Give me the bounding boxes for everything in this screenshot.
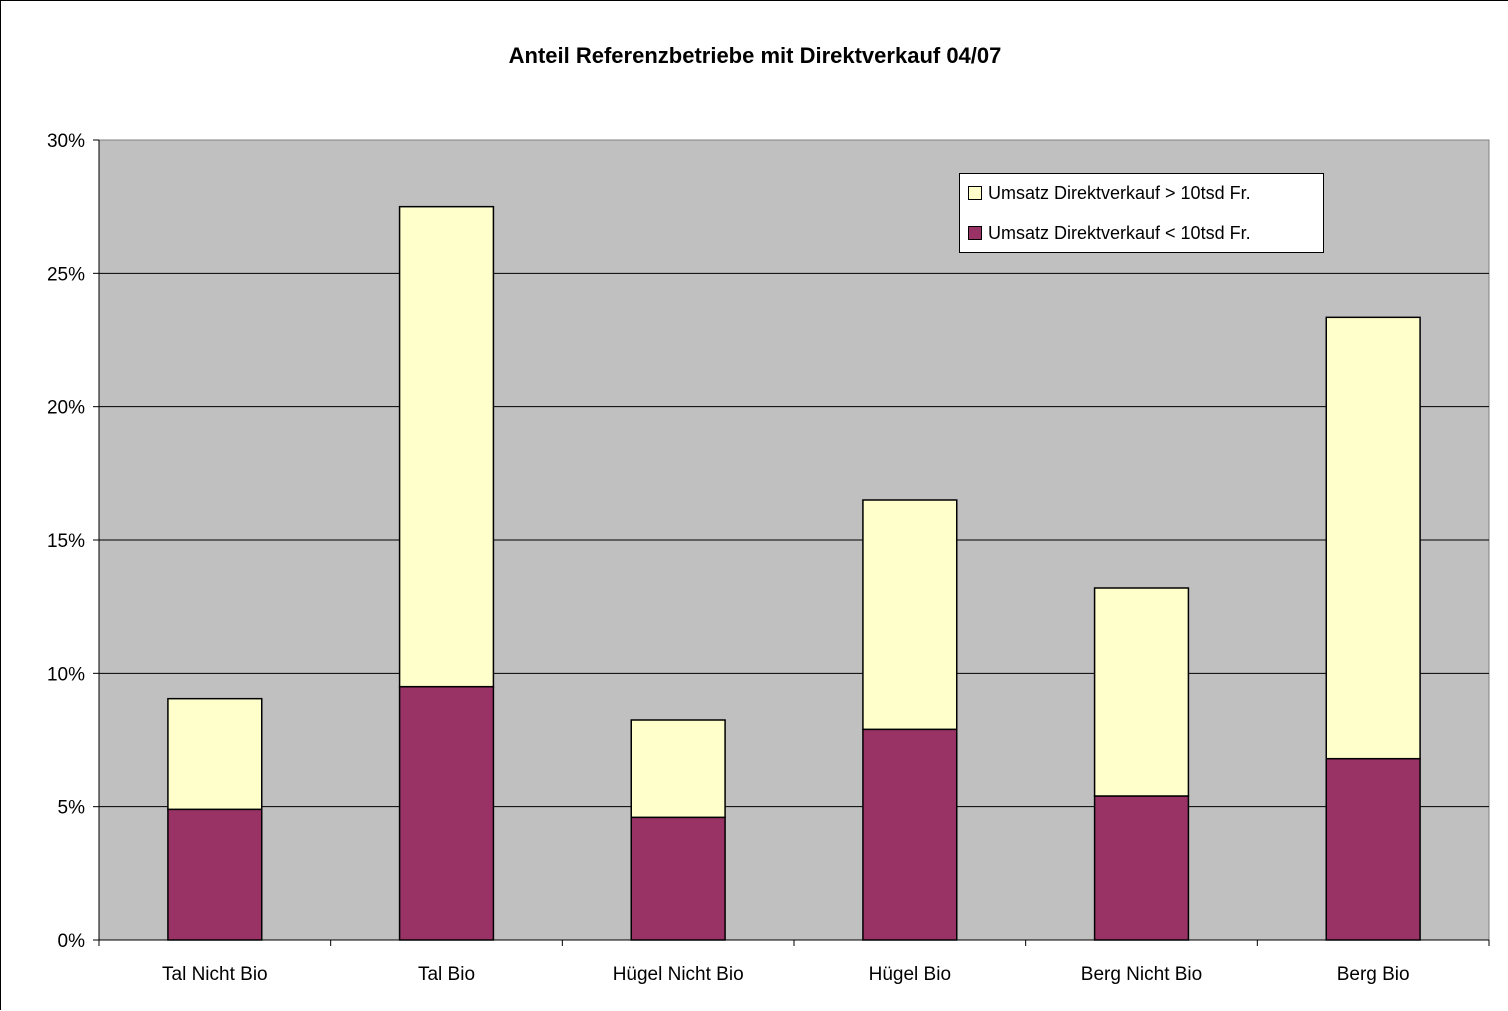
y-tick-label: 0% bbox=[58, 931, 86, 952]
legend-swatch-above bbox=[968, 186, 982, 201]
y-tick-label: 5% bbox=[58, 798, 86, 819]
y-tick-labels: 0% 5% 10% 15% 20% 25% 30% bbox=[47, 131, 85, 952]
bar-segment-above bbox=[862, 499, 958, 731]
y-tick-label: 25% bbox=[47, 264, 85, 285]
y-tick-label: 10% bbox=[47, 664, 85, 685]
bar-segment-above bbox=[167, 697, 263, 811]
y-tick-label: 20% bbox=[47, 398, 85, 419]
legend-item-below: Umsatz Direktverkauf < 10tsd Fr. bbox=[968, 222, 1251, 244]
bars bbox=[167, 205, 1421, 941]
x-tick-label: Berg Bio bbox=[1337, 964, 1410, 985]
bar-segment-below bbox=[167, 808, 263, 941]
bar-segment-above bbox=[398, 205, 495, 688]
bar-segment-above bbox=[630, 719, 726, 819]
axes bbox=[93, 139, 1490, 946]
bar-segment-below bbox=[1093, 795, 1190, 941]
gridlines bbox=[99, 272, 1489, 808]
legend-swatch-below bbox=[968, 226, 982, 241]
x-tick-label: Hügel Nicht Bio bbox=[613, 964, 744, 985]
legend: Umsatz Direktverkauf > 10tsd Fr. Umsatz … bbox=[959, 173, 1324, 253]
bar-segment-below bbox=[398, 685, 495, 941]
bar-segment-below bbox=[1325, 757, 1421, 941]
legend-label-below: Umsatz Direktverkauf < 10tsd Fr. bbox=[988, 223, 1251, 243]
x-tick-label: Berg Nicht Bio bbox=[1081, 964, 1202, 985]
y-tick-label: 15% bbox=[47, 531, 85, 552]
x-tick-label: Tal Nicht Bio bbox=[162, 964, 268, 985]
bar-segment-below bbox=[862, 728, 958, 941]
bar-segment-above bbox=[1325, 316, 1421, 760]
x-tick-label: Hügel Bio bbox=[869, 964, 951, 985]
legend-item-above: Umsatz Direktverkauf > 10tsd Fr. bbox=[968, 182, 1251, 204]
x-tick-label: Tal Bio bbox=[418, 964, 475, 985]
chart-title: Anteil Referenzbetriebe mit Direktverkau… bbox=[508, 43, 1002, 68]
bar-segment-below bbox=[630, 816, 726, 941]
bar-segment-above bbox=[1093, 587, 1190, 797]
x-tick-labels: Tal Nicht Bio Tal Bio Hügel Nicht Bio Hügel… bbox=[162, 964, 1410, 985]
legend-label-above: Umsatz Direktverkauf > 10tsd Fr. bbox=[988, 183, 1251, 203]
y-tick-label: 30% bbox=[47, 131, 85, 152]
